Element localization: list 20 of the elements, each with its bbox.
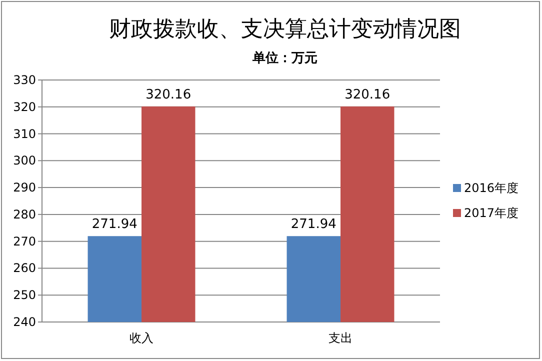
x-tick-label: 支出	[328, 331, 352, 345]
chart-title: 财政拨款收、支决算总计变动情况图	[109, 17, 461, 42]
y-tick-label: 250	[13, 288, 36, 302]
data-label: 271.94	[290, 217, 336, 232]
y-tick-label: 320	[13, 100, 36, 114]
data-label: 320.16	[344, 87, 390, 102]
legend-label: 2017年度	[464, 206, 519, 220]
y-tick-label: 330	[13, 73, 36, 87]
y-tick-label: 310	[13, 126, 36, 141]
y-tick-label: 260	[13, 261, 36, 276]
legend-label: 2016年度	[464, 181, 519, 195]
y-tick-label: 280	[13, 207, 36, 222]
x-tick-label: 收入	[130, 331, 154, 345]
data-label: 320.16	[146, 87, 192, 102]
y-tick-label: 300	[13, 154, 36, 168]
y-tick-label: 240	[13, 315, 36, 329]
chart-subtitle: 单位：万元	[252, 50, 318, 66]
data-label: 271.94	[92, 217, 138, 232]
y-tick-label: 290	[13, 180, 36, 195]
y-tick-label: 270	[13, 234, 36, 248]
